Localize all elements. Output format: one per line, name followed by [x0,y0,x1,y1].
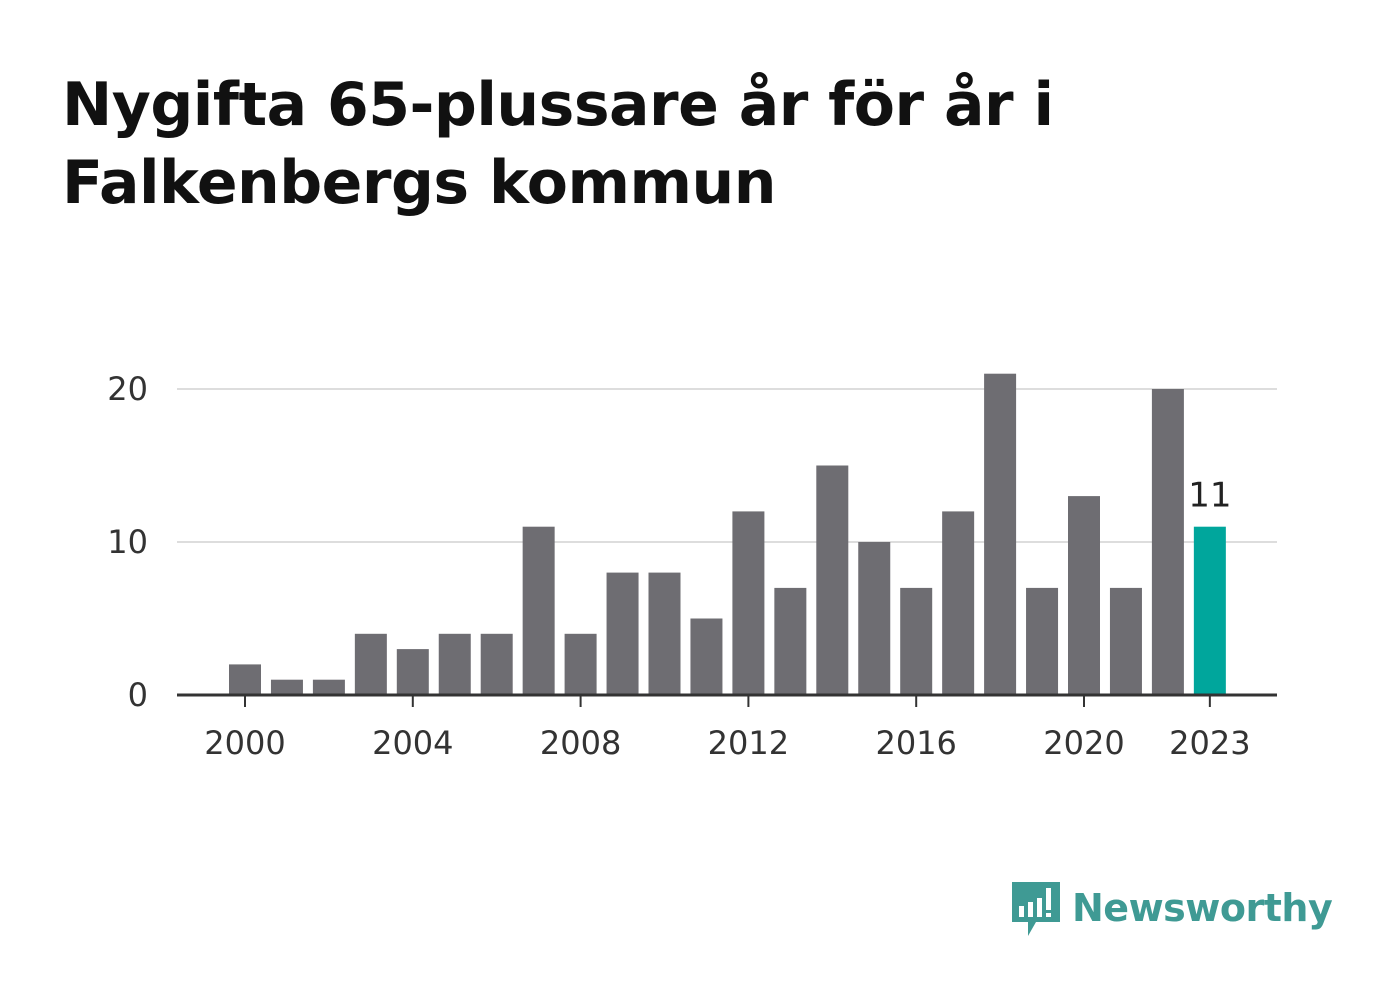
bar [690,618,723,695]
data-label: 11 [1188,476,1231,516]
bar [396,649,429,695]
bar [858,542,891,695]
bars [229,373,1226,695]
bar [732,511,765,695]
x-tick-label: 2023 [1169,724,1250,762]
y-tick-label: 20 [107,370,148,408]
x-tick-label: 2004 [372,724,453,762]
bar [522,526,555,695]
bar [1193,526,1226,695]
bar [312,679,345,695]
y-tick-label: 0 [128,676,148,714]
bar [480,633,513,695]
brand-name: Newsworthy [1072,886,1333,930]
x-tick-label: 2000 [204,724,285,762]
y-tick-label: 10 [107,523,148,561]
bar [774,587,807,695]
x-tick-label: 2020 [1043,724,1124,762]
gridlines [177,388,1277,543]
bar [1068,496,1100,695]
tick-labels: 0 10 20 11 2000 2004 2008 2012 2016 2020 2023 [107,370,1250,762]
bar [438,633,471,695]
bar [648,572,681,695]
x-tick-label: 2012 [708,724,789,762]
bar [229,664,261,695]
bar [942,511,975,695]
bar [1109,587,1142,695]
x-tick-label: 2008 [540,724,621,762]
bar [354,633,387,695]
x-tick-label: 2016 [875,724,956,762]
x-axis [177,693,1277,707]
bar [900,587,933,695]
bar [984,373,1017,695]
bar [1026,587,1059,695]
bar [270,679,303,695]
bar-chart-speech-bubble-icon [1012,882,1060,936]
newsworthy-logo: Newsworthy [1010,878,1333,938]
bar [564,633,597,695]
bar [816,465,849,695]
bar [606,572,639,695]
bar [1151,389,1184,695]
chart-title: Nygifta 65-plussare år för år i Falkenbe… [62,70,1054,218]
